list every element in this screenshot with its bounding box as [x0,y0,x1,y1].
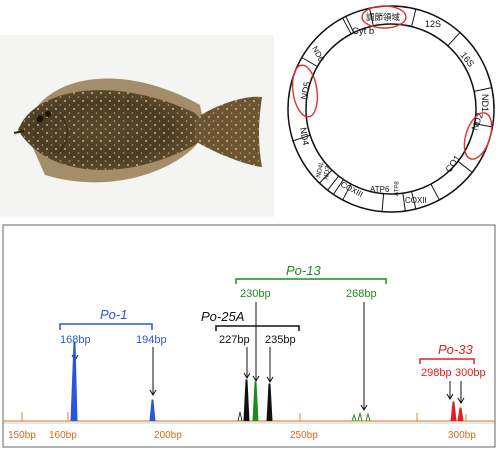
segment-label: 16S [458,50,476,69]
peak-label: 235bp [265,334,296,346]
segment-divider [342,17,352,35]
segment-label: CO1 [443,153,462,174]
segment-label: ND4 [298,127,311,146]
x-tick-label: 150bp [8,430,36,441]
segment-divider [301,57,318,67]
x-tick-label: 160bp [49,430,77,441]
peak [252,381,259,422]
segment-label: 12S [425,19,441,29]
segment-divider [447,32,461,47]
marker-group-po-1: Po-1 168bp 194bp [59,307,167,422]
highlight-control-region [361,5,407,29]
marker-name-po-1: Po-1 [100,307,127,322]
highlight-nd2 [463,112,493,160]
electropherogram: 150bp 160bp 200bp 250bp 300bp Po-1 168bp… [2,224,496,448]
fish-eye [36,115,44,123]
segment-label: COXII [405,196,427,205]
marker-name-po-25a: Po-25A [201,309,244,324]
segment-divider [411,8,417,27]
segment-divider [327,175,340,191]
segment-label-control-region: 調節領域 [366,12,401,22]
segment-divider [332,179,344,195]
segment-divider [402,193,406,212]
segment-divider [474,87,492,92]
peak-label: 194bp [136,334,167,346]
segment-divider [342,183,352,201]
peak [149,399,156,422]
highlight-nd5 [291,64,319,118]
peak-label: 168bp [60,334,91,346]
marker-name-po-13: Po-13 [286,263,321,278]
segment-label: ND4L [315,160,325,178]
peak-label: 268bp [346,288,377,300]
segment-divider [381,193,385,212]
peak-label: 300bp [455,367,486,379]
segment-divider [411,191,417,210]
peak-label: 298bp [421,367,452,379]
x-tick-label: 250bp [290,430,318,441]
segment-label: ND1 [480,94,490,112]
peak [70,341,78,422]
segment-divider [292,134,311,142]
peak [266,383,273,422]
peak [351,412,371,422]
x-tick-label: 200bp [154,430,182,441]
peak [450,401,457,422]
segment-label: Cyt b [352,26,374,37]
marker-group-po-13: Po-13 230bp 268bp [235,263,387,422]
segment-divider [457,160,473,173]
peak [457,407,464,422]
flounder-photo [0,35,274,217]
segment-label: ATP6 [370,185,390,194]
x-tick-label: 300bp [448,430,476,441]
peak [243,379,250,422]
mitochondrial-genome-map: Cyt b 調節領域 12S 16S ND1 ND2 CO1 COXII ATP… [287,5,495,213]
marker-group-po-25a: Po-25A 227bp 235bp [201,309,300,422]
segment-divider [430,183,440,201]
segment-divider [345,16,355,33]
peak-label: 227bp [219,334,250,346]
marker-name-po-33: Po-33 [438,342,473,357]
segment-label: COXIII [339,180,364,199]
segment-divider [474,123,493,128]
segment-label: ND6 [310,45,326,64]
segment-divider [319,169,333,184]
segment-label: ATP8 [394,181,401,196]
segment-label-nd5: ND5 [299,81,312,100]
marker-group-po-33: Po-33 298bp 300bp [419,342,486,422]
segment-label: ND3 [323,165,332,180]
peak-label: 230bp [240,288,271,300]
segment-divider [369,8,374,26]
